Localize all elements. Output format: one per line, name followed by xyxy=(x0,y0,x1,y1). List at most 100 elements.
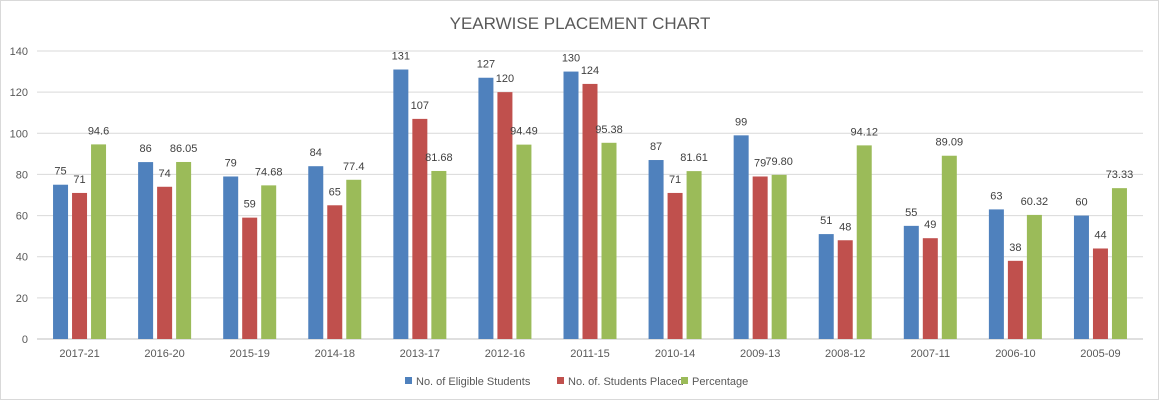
bar-no-of-eligible-students-2007-11 xyxy=(903,225,919,339)
bar-no-of-students-placed-2008-12 xyxy=(837,240,853,339)
chart-title: YEARWISE PLACEMENT CHART xyxy=(450,14,711,33)
data-label: 74.68 xyxy=(255,166,283,178)
bar-percentage-2015-19 xyxy=(261,185,277,339)
data-label: 38 xyxy=(1009,242,1021,254)
x-tick-label: 2010-14 xyxy=(655,348,695,360)
bar-no-of-eligible-students-2008-12 xyxy=(818,234,834,339)
legend-entry: No. of Eligible Students xyxy=(416,376,531,388)
bar-percentage-2013-17 xyxy=(431,170,447,339)
data-label: 84 xyxy=(310,147,322,159)
bar-no-of-students-placed-2016-20 xyxy=(157,186,173,339)
data-label: 86.05 xyxy=(170,143,198,155)
x-tick-label: 2016-20 xyxy=(144,348,184,360)
bars xyxy=(53,69,1127,340)
y-tick-label: 120 xyxy=(10,87,28,99)
bar-no-of-students-placed-2012-16 xyxy=(497,92,513,340)
data-label: 59 xyxy=(244,199,256,211)
legend-entry: Percentage xyxy=(692,376,748,388)
y-axis-ticks: 0 20 40 60 80 100 120 140 xyxy=(10,46,28,346)
x-tick-label: 2015-19 xyxy=(230,348,270,360)
data-label: 51 xyxy=(820,215,832,227)
bar-no-of-eligible-students-2006-10 xyxy=(988,209,1004,339)
data-label: 120 xyxy=(496,73,514,85)
y-tick-label: 80 xyxy=(16,169,28,181)
bar-no-of-students-placed-2013-17 xyxy=(412,118,428,339)
bar-percentage-2016-20 xyxy=(176,161,192,339)
data-label: 71 xyxy=(669,174,681,186)
data-label: 95.38 xyxy=(595,124,623,136)
bar-percentage-2017-21 xyxy=(91,144,107,339)
data-label: 81.68 xyxy=(425,152,453,164)
bar-no-of-students-placed-2014-18 xyxy=(327,205,343,339)
x-tick-label: 2007-11 xyxy=(911,348,951,360)
data-label: 94.49 xyxy=(510,126,538,138)
data-label: 48 xyxy=(839,221,851,233)
data-label: 94.6 xyxy=(88,125,109,137)
data-label: 81.61 xyxy=(680,152,708,164)
x-tick-label: 2011-15 xyxy=(570,348,610,360)
data-labels: 75 71 94.6 86 74 86.05 79 59 74.68 84 65 77.4 131 107… xyxy=(54,51,1133,254)
data-label: 71 xyxy=(73,174,85,186)
x-tick-label: 2013-17 xyxy=(400,348,440,360)
y-tick-label: 0 xyxy=(22,334,28,346)
data-label: 77.4 xyxy=(343,161,364,173)
y-tick-label: 140 xyxy=(10,46,28,58)
data-label: 63 xyxy=(990,190,1002,202)
x-tick-label: 2005-09 xyxy=(1080,348,1120,360)
bar-no-of-students-placed-2015-19 xyxy=(242,217,258,339)
data-label: 130 xyxy=(562,53,580,65)
x-tick-label: 2009-13 xyxy=(740,348,780,360)
legend-entry: No. of. Students Placed xyxy=(568,376,684,388)
data-label: 99 xyxy=(735,116,747,128)
y-tick-label: 60 xyxy=(16,211,28,223)
bar-percentage-2006-10 xyxy=(1026,214,1042,339)
bar-no-of-eligible-students-2015-19 xyxy=(223,176,239,339)
data-label: 74 xyxy=(158,168,170,180)
bar-no-of-eligible-students-2012-16 xyxy=(478,77,494,339)
bar-percentage-2014-18 xyxy=(346,179,362,339)
x-tick-label: 2014-18 xyxy=(315,348,355,360)
bar-percentage-2009-13 xyxy=(771,174,787,339)
x-axis-ticks: 2017-21 2016-20 2015-19 2014-18 2013-17 2012-… xyxy=(59,348,1120,360)
bar-no-of-students-placed-2005-09 xyxy=(1092,248,1108,339)
y-tick-label: 40 xyxy=(16,252,28,264)
data-label: 55 xyxy=(905,207,917,219)
bar-percentage-2010-14 xyxy=(686,171,702,339)
bar-no-of-students-placed-2009-13 xyxy=(752,176,768,339)
y-tick-label: 20 xyxy=(16,293,28,305)
bar-percentage-2011-15 xyxy=(601,142,617,339)
data-label: 127 xyxy=(477,59,495,71)
data-label: 75 xyxy=(54,166,66,178)
bar-no-of-eligible-students-2011-15 xyxy=(563,71,579,340)
data-label: 44 xyxy=(1094,229,1106,241)
data-label: 65 xyxy=(329,186,341,198)
data-label: 79 xyxy=(225,157,237,169)
data-label: 124 xyxy=(581,65,599,77)
data-label: 107 xyxy=(411,100,429,112)
data-label: 79.80 xyxy=(765,156,793,168)
x-tick-label: 2006-10 xyxy=(995,348,1035,360)
data-label: 49 xyxy=(924,219,936,231)
bar-no-of-students-placed-2017-21 xyxy=(72,192,88,339)
bar-no-of-eligible-students-2013-17 xyxy=(393,69,409,339)
bar-no-of-eligible-students-2005-09 xyxy=(1073,215,1089,339)
data-label: 73.33 xyxy=(1106,169,1134,181)
data-label: 131 xyxy=(392,51,410,63)
bar-percentage-2012-16 xyxy=(516,144,532,339)
bar-no-of-eligible-students-2010-14 xyxy=(648,160,664,339)
bar-no-of-students-placed-2010-14 xyxy=(667,192,683,339)
bar-no-of-students-placed-2007-11 xyxy=(922,238,938,339)
legend-swatch xyxy=(557,377,564,384)
data-label: 60 xyxy=(1075,197,1087,209)
data-label: 60.32 xyxy=(1021,196,1049,208)
bar-percentage-2008-12 xyxy=(856,145,872,339)
bar-no-of-eligible-students-2016-20 xyxy=(138,162,154,339)
x-tick-label: 2017-21 xyxy=(59,348,99,360)
data-label: 89.09 xyxy=(936,137,964,149)
bar-no-of-eligible-students-2017-21 xyxy=(53,184,69,339)
legend-swatch xyxy=(681,377,688,384)
legend-swatch xyxy=(405,377,412,384)
x-tick-label: 2012-16 xyxy=(485,348,525,360)
